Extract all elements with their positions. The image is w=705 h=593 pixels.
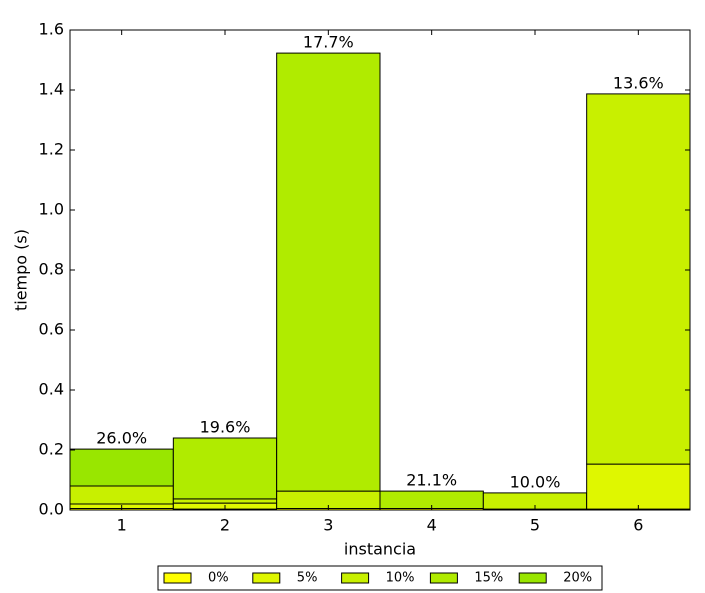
y-axis-label: tiempo (s) [12,229,31,311]
bar-segment [276,52,381,492]
bar-label: 10.0% [510,472,561,491]
legend-label: 15% [474,571,503,586]
x-axis-label: instancia [344,540,416,559]
bar-segment [69,448,174,487]
legend-label: 10% [386,571,415,586]
bar-segment [172,437,278,500]
bar-label: 26.0% [96,429,147,448]
x-tick-label: 3 [323,516,333,535]
bar-segment [172,498,278,504]
bar-segment [586,463,691,510]
legend-swatch [252,572,281,584]
y-tick-label: 0.6 [39,320,64,339]
y-tick-label: 1.0 [39,200,64,219]
y-tick-label: 1.2 [39,140,64,159]
y-tick-label: 0.2 [39,440,64,459]
legend-label: 20% [563,571,592,586]
x-tick-label: 2 [220,516,230,535]
y-tick-label: 0.0 [39,500,64,519]
x-tick-label: 6 [633,516,643,535]
bar-label: 13.6% [613,73,664,92]
legend-label: 0% [208,571,229,586]
legend-swatch [163,572,192,584]
plot-frame [69,29,691,511]
legend-swatch [429,572,458,584]
y-tick-label: 0.4 [39,380,64,399]
bar-label: 17.7% [303,33,354,52]
legend-swatch [518,572,547,584]
bar-label: 21.1% [406,471,457,490]
bar-segment [586,93,691,465]
y-tick-label: 0.8 [39,260,64,279]
x-tick-label: 1 [117,516,127,535]
y-tick-label: 1.6 [39,20,64,39]
x-tick-label: 4 [427,516,437,535]
bar-label: 19.6% [200,418,251,437]
bar-segment [69,485,174,505]
y-tick-label: 1.4 [39,80,64,99]
x-tick-label: 5 [530,516,540,535]
legend-label: 5% [297,571,318,586]
legend-swatch [341,572,370,584]
legend: 0% 5% 10% 15% 20% [157,565,603,591]
